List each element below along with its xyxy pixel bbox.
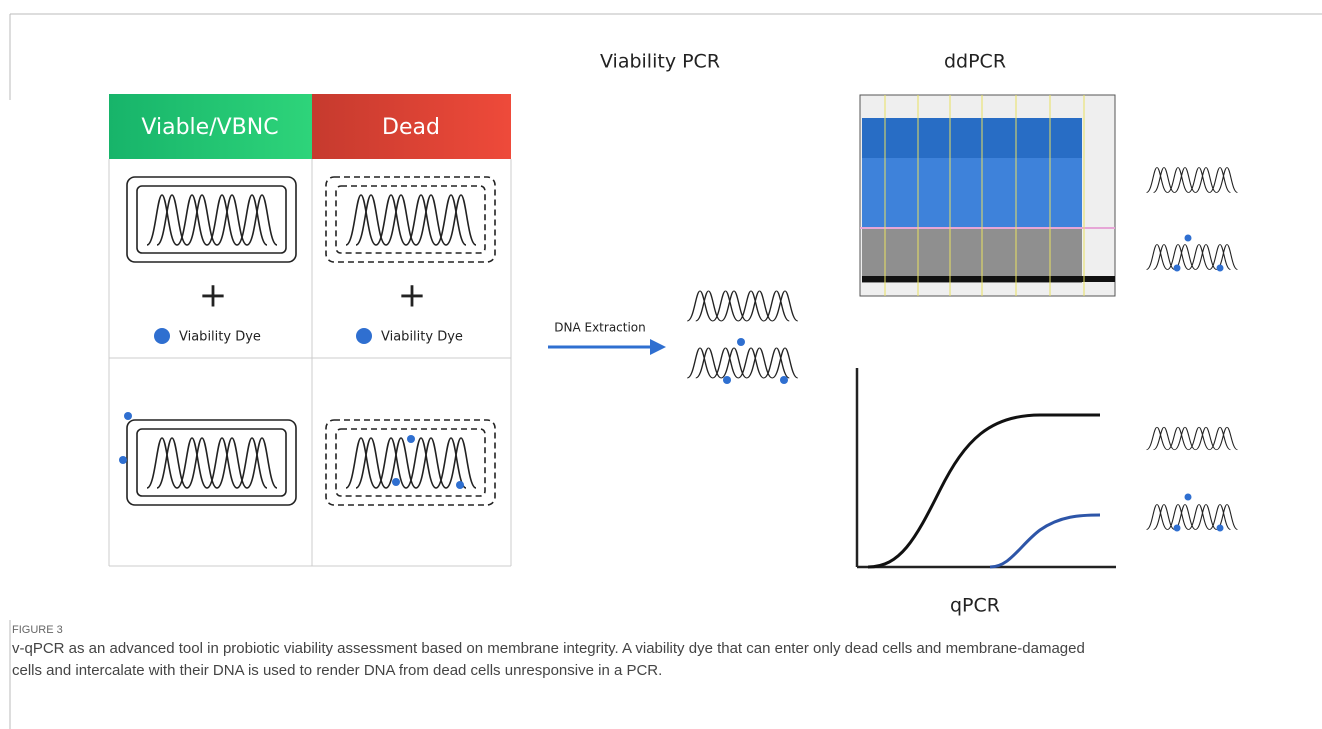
ddpcr-title: ddPCR	[944, 51, 1006, 73]
dye-dot	[154, 328, 170, 344]
damaged-membrane	[325, 176, 496, 263]
cell-membrane	[136, 185, 287, 254]
dye-dot	[1173, 524, 1181, 532]
dye-dot	[407, 435, 415, 443]
dna	[1145, 166, 1239, 194]
arrow-head	[650, 339, 666, 355]
dye-dot	[124, 412, 132, 420]
dye-dot	[356, 328, 372, 344]
dna	[1145, 243, 1239, 271]
table-grid	[108, 159, 512, 567]
dye-dot	[723, 376, 731, 384]
dye-dot	[737, 338, 745, 346]
dna	[1145, 503, 1239, 531]
header-dead: Dead	[382, 115, 440, 140]
dye-dot	[1173, 264, 1181, 272]
vpcr-title: Viability PCR	[600, 51, 720, 73]
dye-dot	[1184, 493, 1192, 501]
damaged-membrane	[335, 428, 486, 497]
qpcr-title: qPCR	[950, 595, 1000, 617]
dye-dot	[1216, 264, 1224, 272]
dye-dot	[780, 376, 788, 384]
dna	[686, 290, 799, 322]
dye-dot	[119, 456, 127, 464]
ddpcr-positive-band	[862, 118, 1082, 158]
dna	[146, 437, 278, 489]
dye-dot	[1184, 234, 1192, 242]
dna	[1145, 426, 1239, 451]
plus: +	[398, 276, 427, 316]
damaged-membrane	[335, 185, 486, 254]
dna	[345, 437, 477, 489]
figure-label: FIGURE 3	[12, 624, 63, 636]
damaged-membrane	[325, 419, 496, 506]
header-viable: Viable/VBNC	[141, 115, 278, 140]
well-dividers	[884, 95, 1085, 296]
qpcr-curve-dead	[989, 513, 1101, 569]
dye-label: Viability Dye	[179, 330, 261, 345]
arrow-label: DNA Extraction	[554, 321, 646, 335]
dye-label: Viability Dye	[381, 330, 463, 345]
dye-dot	[1216, 524, 1224, 532]
cell-membrane	[126, 419, 297, 506]
cell-membrane	[126, 176, 297, 263]
qpcr-curve-live	[867, 413, 1100, 569]
figure-caption: v-qPCR as an advanced tool in probiotic …	[12, 640, 1085, 679]
plus: +	[199, 276, 228, 316]
dna	[345, 194, 477, 246]
dye-dot	[456, 481, 464, 489]
ddpcr-negative-droplets	[862, 228, 1082, 283]
header-cell	[109, 94, 312, 159]
dye-dot	[392, 478, 400, 486]
ddpcr-baseline	[862, 276, 1115, 282]
cell-membrane	[136, 428, 287, 497]
dna	[146, 194, 278, 246]
header-cell	[312, 94, 511, 159]
dna	[686, 347, 799, 379]
